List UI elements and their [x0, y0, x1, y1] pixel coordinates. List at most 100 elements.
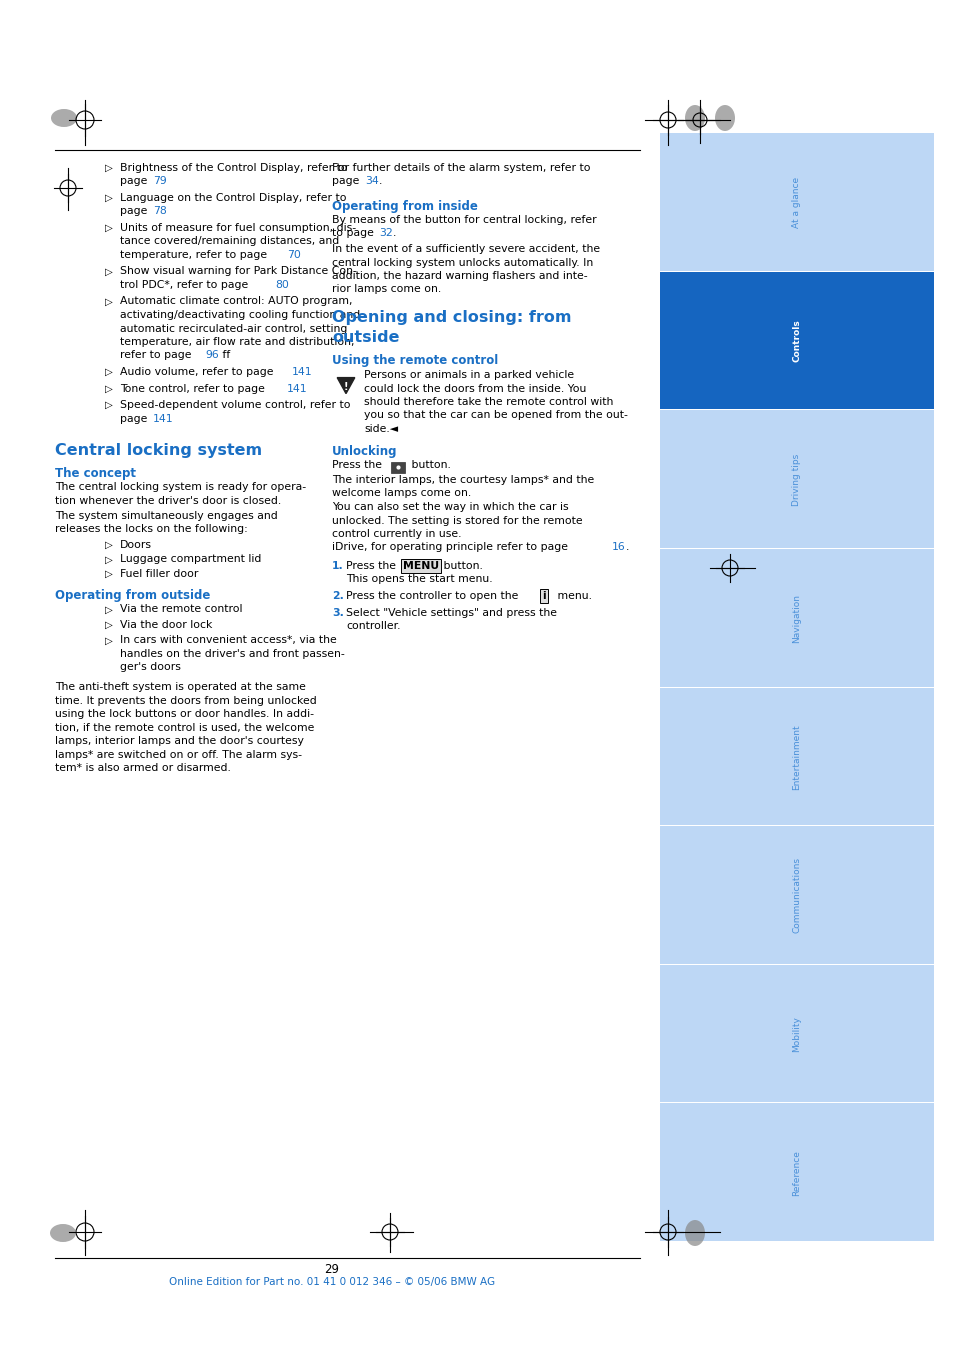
- Text: tance covered/remaining distances, and: tance covered/remaining distances, and: [120, 236, 339, 246]
- Text: The concept: The concept: [55, 467, 136, 480]
- Text: button.: button.: [439, 561, 482, 571]
- Text: .: .: [378, 177, 382, 186]
- Text: Mobility: Mobility: [792, 1016, 801, 1052]
- Text: Controls: Controls: [792, 320, 801, 362]
- Ellipse shape: [684, 1220, 704, 1246]
- Text: Online Edition for Part no. 01 41 0 012 346 – © 05/06 BMW AG: Online Edition for Part no. 01 41 0 012 …: [169, 1277, 495, 1288]
- Text: The anti-theft system is operated at the same: The anti-theft system is operated at the…: [55, 682, 306, 692]
- Text: 34: 34: [365, 177, 378, 186]
- Text: Language on the Control Display, refer to: Language on the Control Display, refer t…: [120, 193, 346, 203]
- Text: Units of measure for fuel consumption, dis-: Units of measure for fuel consumption, d…: [120, 223, 355, 232]
- Text: 2.: 2.: [332, 590, 343, 601]
- Text: could lock the doors from the inside. You: could lock the doors from the inside. Yo…: [364, 384, 586, 393]
- Text: Operating from inside: Operating from inside: [332, 200, 477, 213]
- Text: page: page: [120, 207, 151, 216]
- Text: 96: 96: [205, 350, 218, 361]
- Text: Via the door lock: Via the door lock: [120, 620, 213, 630]
- Text: Speed-dependent volume control, refer to: Speed-dependent volume control, refer to: [120, 400, 350, 409]
- Text: handles on the driver's and front passen-: handles on the driver's and front passen…: [120, 648, 344, 659]
- Text: should therefore take the remote control with: should therefore take the remote control…: [364, 397, 613, 407]
- Text: outside: outside: [332, 330, 399, 345]
- Text: unlocked. The setting is stored for the remote: unlocked. The setting is stored for the …: [332, 516, 582, 526]
- Text: tion, if the remote control is used, the welcome: tion, if the remote control is used, the…: [55, 723, 314, 732]
- Text: 80: 80: [274, 280, 289, 290]
- Text: Reference: Reference: [792, 1150, 801, 1196]
- Ellipse shape: [50, 1224, 76, 1242]
- Text: 79: 79: [152, 177, 167, 186]
- Text: !: !: [343, 382, 348, 392]
- Text: This opens the start menu.: This opens the start menu.: [346, 574, 492, 585]
- Ellipse shape: [51, 109, 77, 127]
- Text: trol PDC*, refer to page: trol PDC*, refer to page: [120, 280, 252, 290]
- Ellipse shape: [714, 105, 734, 131]
- Text: Automatic climate control: AUTO program,: Automatic climate control: AUTO program,: [120, 296, 352, 307]
- Text: automatic recirculated-air control, setting: automatic recirculated-air control, sett…: [120, 323, 347, 334]
- Text: ▷: ▷: [105, 367, 112, 377]
- Text: Doors: Doors: [120, 540, 152, 550]
- Text: 16: 16: [612, 543, 625, 553]
- Text: Press the controller to open the: Press the controller to open the: [346, 590, 521, 601]
- Text: ▷: ▷: [105, 554, 112, 565]
- Text: side.◄: side.◄: [364, 424, 397, 434]
- Text: i: i: [541, 590, 545, 601]
- Text: By means of the button for central locking, refer: By means of the button for central locki…: [332, 215, 596, 226]
- Text: 70: 70: [287, 250, 300, 259]
- Text: refer to page: refer to page: [120, 350, 194, 361]
- Text: ▷: ▷: [105, 163, 112, 173]
- Text: iDrive, for operating principle refer to page: iDrive, for operating principle refer to…: [332, 543, 571, 553]
- Text: central locking system unlocks automatically. In: central locking system unlocks automatic…: [332, 258, 593, 267]
- Text: 141: 141: [292, 367, 313, 377]
- Ellipse shape: [684, 105, 704, 131]
- Text: At a glance: At a glance: [792, 177, 801, 228]
- Text: Entertainment: Entertainment: [792, 724, 801, 789]
- Text: Show visual warning for Park Distance Con-: Show visual warning for Park Distance Co…: [120, 266, 356, 277]
- Text: Fuel filler door: Fuel filler door: [120, 569, 198, 580]
- Text: ▷: ▷: [105, 384, 112, 393]
- Text: Tone control, refer to page: Tone control, refer to page: [120, 384, 268, 393]
- Text: Brightness of the Control Display, refer to: Brightness of the Control Display, refer…: [120, 163, 347, 173]
- Bar: [659, 688, 933, 825]
- Text: temperature, air flow rate and distribution,: temperature, air flow rate and distribut…: [120, 336, 355, 347]
- Text: ▷: ▷: [105, 620, 112, 630]
- Text: control currently in use.: control currently in use.: [332, 530, 461, 539]
- Text: ▷: ▷: [105, 604, 112, 615]
- Text: In the event of a sufficiently severe accident, the: In the event of a sufficiently severe ac…: [332, 245, 599, 254]
- Text: Opening and closing: from: Opening and closing: from: [332, 309, 571, 326]
- Bar: [659, 1104, 933, 1242]
- Text: Navigation: Navigation: [792, 593, 801, 643]
- Text: using the lock buttons or door handles. In addi-: using the lock buttons or door handles. …: [55, 709, 314, 719]
- Text: page: page: [120, 413, 151, 423]
- Text: 141: 141: [152, 413, 173, 423]
- Text: Central locking system: Central locking system: [55, 443, 262, 458]
- Text: lamps, interior lamps and the door's courtesy: lamps, interior lamps and the door's cou…: [55, 736, 304, 746]
- Text: menu.: menu.: [554, 590, 592, 601]
- Text: .: .: [625, 543, 629, 553]
- Text: ▷: ▷: [105, 540, 112, 550]
- Text: lamps* are switched on or off. The alarm sys-: lamps* are switched on or off. The alarm…: [55, 750, 302, 759]
- Text: tion whenever the driver's door is closed.: tion whenever the driver's door is close…: [55, 496, 281, 505]
- Text: page: page: [120, 177, 151, 186]
- Text: ▷: ▷: [105, 193, 112, 203]
- Bar: [659, 825, 933, 963]
- Text: rior lamps come on.: rior lamps come on.: [332, 285, 441, 295]
- Bar: [659, 132, 933, 270]
- Text: Persons or animals in a parked vehicle: Persons or animals in a parked vehicle: [364, 370, 574, 380]
- Bar: [659, 965, 933, 1102]
- Text: The central locking system is ready for opera-: The central locking system is ready for …: [55, 482, 306, 492]
- Text: Via the remote control: Via the remote control: [120, 604, 242, 615]
- Text: In cars with convenient access*, via the: In cars with convenient access*, via the: [120, 635, 336, 646]
- Text: addition, the hazard warning flashers and inte-: addition, the hazard warning flashers an…: [332, 272, 587, 281]
- Text: ▷: ▷: [105, 266, 112, 277]
- Text: ▷: ▷: [105, 569, 112, 580]
- Text: 3.: 3.: [332, 608, 343, 617]
- Text: temperature, refer to page: temperature, refer to page: [120, 250, 271, 259]
- Text: For further details of the alarm system, refer to: For further details of the alarm system,…: [332, 163, 590, 173]
- Text: Using the remote control: Using the remote control: [332, 354, 497, 367]
- Text: 29: 29: [324, 1263, 339, 1275]
- Bar: [659, 549, 933, 686]
- Bar: [659, 411, 933, 549]
- Text: you so that the car can be opened from the out-: you so that the car can be opened from t…: [364, 411, 627, 420]
- Text: Unlocking: Unlocking: [332, 446, 397, 458]
- Text: page: page: [332, 177, 362, 186]
- Bar: [659, 272, 933, 409]
